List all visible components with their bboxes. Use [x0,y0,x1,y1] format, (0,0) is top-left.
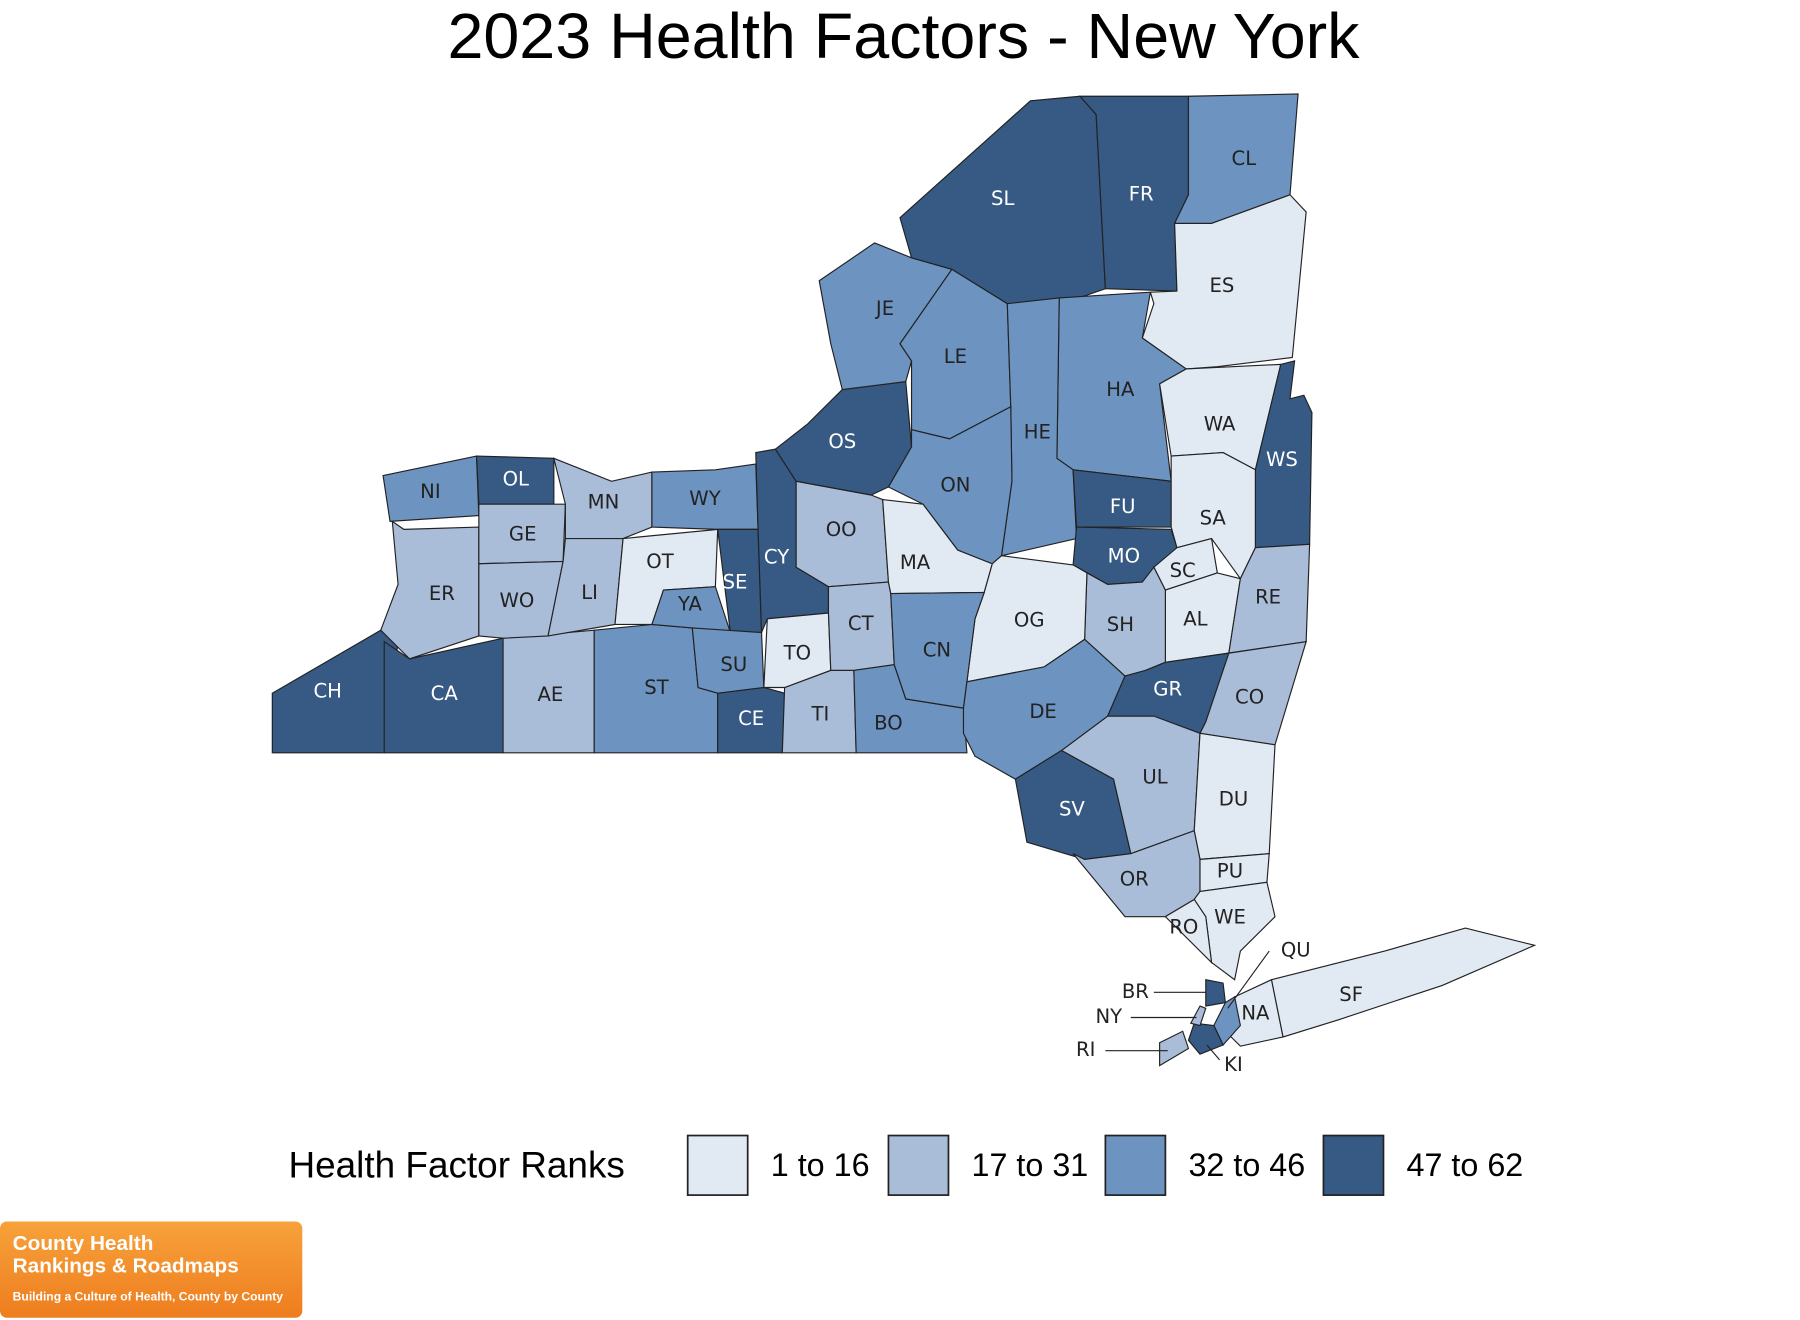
county-label: CL [1232,147,1257,170]
county [1189,1005,1207,1027]
county [380,520,480,660]
callout-line [1206,1044,1221,1061]
county-label: PU [1217,860,1243,883]
county-label: MA [900,551,931,574]
county-label: FR [1129,182,1154,205]
county-label: AE [537,683,563,706]
county-label: CA [431,682,459,705]
county-label: WE [1214,905,1246,928]
legend-swatch [686,1134,749,1196]
county [1270,927,1537,1038]
logo-tagline: Building a Culture of Health, County by … [13,1289,284,1303]
county-label: CO [1235,685,1264,708]
county-label: ST [644,676,668,699]
county-label: MO [1108,544,1140,567]
legend: 1 to 16 17 to 31 32 to 46 47 to 62 [686,1134,1524,1196]
logo-line: Rankings & Roadmaps [13,1255,239,1278]
county-label: WO [500,589,535,612]
county-label: OG [1014,609,1045,632]
county-label: SA [1200,507,1227,530]
legend-swatch [887,1134,950,1196]
county [1164,898,1213,965]
county-label: TI [810,703,829,726]
county-label: RO [1169,916,1198,939]
county-label: YA [677,593,703,616]
county-label: MN [588,491,620,514]
county-label: OR [1120,868,1149,891]
county-label: HA [1106,378,1135,401]
county-label: CE [738,707,764,730]
county [478,560,564,639]
county [1205,978,1227,1007]
county-label: OL [503,468,529,491]
county-label: OS [828,430,856,453]
legend-label: 47 to 62 [1407,1147,1524,1183]
county-label: AL [1183,607,1207,630]
legend-title: Health Factor Ranks [288,1144,624,1185]
county-label: DE [1029,700,1056,723]
legend-label: 17 to 31 [972,1147,1089,1183]
county-label: KI [1224,1053,1243,1076]
county-label: SF [1339,983,1363,1006]
county-label: BR [1122,980,1149,1003]
legend-label: 1 to 16 [771,1147,870,1183]
county-label: NY [1096,1005,1123,1028]
county-label: WS [1266,448,1298,471]
county-label: ES [1210,274,1235,297]
county-label: WA [1204,413,1236,436]
county-label: SE [723,571,748,594]
legend-swatch [1104,1134,1167,1196]
county [553,457,653,540]
legend-swatch [1322,1134,1385,1196]
county [691,627,765,694]
county-label: CY [764,546,789,569]
county-label: LE [944,345,967,368]
county-label: DU [1219,787,1248,810]
county-label: CT [848,612,874,635]
county-label: FU [1110,495,1136,518]
county [1159,1030,1190,1067]
county-label: SC [1170,559,1196,582]
county-label: GR [1153,677,1182,700]
county-label: WY [689,487,720,510]
county-label: ER [429,582,455,605]
county-label: SH [1107,613,1134,636]
county-label: NI [420,480,440,503]
county-label: LI [581,581,598,604]
county-label: BO [874,712,903,735]
county-label: CN [923,638,951,661]
county-map: CH CA AE ST CE TI BO ER NI OL GE WO MN LI OT WY YA SE SU CY… [271,93,1537,1076]
county-label: SV [1059,798,1085,821]
county [1228,543,1311,654]
county-label: JE [874,297,894,320]
county-label: NA [1241,1002,1270,1025]
county-label: SU [720,653,747,676]
logo-background [0,1221,303,1318]
county-label: UL [1142,766,1167,789]
logo-line: County Health [13,1232,154,1255]
county-label: RI [1076,1038,1095,1061]
callout-line [1227,950,1270,1009]
county-label: SL [991,187,1014,210]
county-label: OT [646,550,673,573]
county-label: ON [940,473,970,496]
legend-label: 32 to 46 [1188,1147,1305,1183]
county-label: GE [509,523,537,546]
county-label: QU [1281,939,1311,962]
map-title: 2023 Health Factors - New York [447,0,1360,72]
county-label: TO [783,642,811,665]
county-label: OO [826,518,857,541]
county [1213,995,1242,1047]
county-label: HE [1024,421,1051,444]
county-label: CH [313,680,341,703]
county [763,612,832,689]
county-label: RE [1255,586,1281,609]
county [547,537,624,637]
